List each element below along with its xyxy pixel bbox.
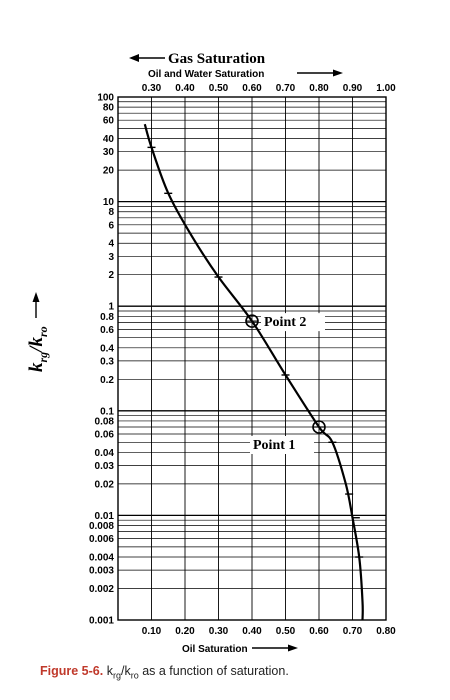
annotation-label-bg [250,436,314,455]
top-title: Gas Saturation [168,51,266,67]
y-tick-label: 0.003 [89,566,114,577]
x-tick-label: 0.80 [376,626,396,637]
top-tick-labels: 0.30 0.40 0.50 0.60 0.70 0.80 0.90 1.00 [142,83,396,94]
marker-layer [147,146,364,558]
caption-text: krg/kro as a function of saturation. [106,664,289,681]
annotation-label: Point 1 [253,438,295,453]
top-tick-label: 0.30 [142,83,162,94]
grid [118,97,386,620]
figure-caption: Figure 5-6. krg/kro as a function of sat… [40,664,289,681]
top-title-group: Gas Saturation [129,51,266,67]
y-tick-label: 0.04 [95,448,115,459]
y-tick-label: 0.2 [100,375,114,386]
y-tick-label: 100 [97,93,114,104]
x-tick-label: 0.50 [276,626,296,637]
x-tick-label: 0.20 [175,626,195,637]
y-tick-label: 8 [108,207,114,218]
top-axis-label: Oil and Water Saturation [148,69,264,80]
x-tick-label: 0.60 [309,626,329,637]
right-arrow-icon [288,644,298,652]
top-tick-label: 0.70 [276,83,296,94]
y-tick-label: 0.1 [100,406,114,417]
top-tick-label: 0.40 [175,83,195,94]
y-tick-label: 80 [103,103,115,114]
y-tick-label: 3 [108,252,114,263]
y-tick-label: 2 [108,270,114,281]
y-tick-label: 4 [108,239,114,250]
y-tick-label: 20 [103,166,115,177]
y-tick-label: 0.8 [100,312,114,323]
x-tick-label: 0.30 [209,626,229,637]
y-tick-label: 0.008 [89,521,114,532]
x-axis-label: Oil Saturation [182,644,248,655]
y-tick-label: 0.3 [100,356,114,367]
y-tick-label: 0.03 [95,461,115,472]
y-tick-label: 0.08 [95,416,115,427]
y-tick-label: 30 [103,147,115,158]
y-tick-label: 40 [103,134,115,145]
top-tick-label: 1.00 [376,83,396,94]
y-axis-label-group: krg/kro [26,292,50,372]
y-tick-label: 0.01 [95,511,115,522]
top-subtitle-group: Oil and Water Saturation [148,69,343,80]
y-tick-label: 1 [108,302,114,313]
annotation-layer: Point 2 Point 1 [245,313,326,455]
up-arrow-icon [32,292,40,302]
y-tick-label: 0.06 [95,430,115,441]
x-tick-label: 0.10 [142,626,162,637]
top-tick-label: 0.90 [343,83,363,94]
figure-label: Figure 5-6. [40,664,104,678]
y-tick-label: 0.6 [100,325,114,336]
y-tick-label: 60 [103,116,115,127]
y-tick-label: 0.4 [100,343,114,354]
y-tick-label: 0.006 [89,534,114,545]
y-tick-label: 0.002 [89,584,114,595]
y-tick-label: 0.004 [89,553,114,564]
data-series-line [143,123,364,621]
plot-frame [117,96,387,621]
bottom-tick-labels: 0.10 0.20 0.30 0.40 0.50 0.60 0.70 0.80 [142,626,396,637]
annotation-label: Point 2 [264,315,306,330]
top-tick-label: 0.50 [209,83,229,94]
y-tick-label: 0.02 [95,479,115,490]
x-axis-label-group: Oil Saturation [182,644,298,655]
y-tick-label: 10 [103,197,115,208]
y-tick-label: 0.001 [89,616,114,627]
curve-layer [143,123,364,621]
y-axis-label: krg/kro [26,326,50,372]
left-arrow-icon [129,54,139,62]
annotation-label-bg [261,313,325,332]
right-arrow-icon [333,69,343,77]
top-tick-label: 0.80 [309,83,329,94]
y-tick-label: 6 [108,220,114,231]
x-tick-label: 0.70 [343,626,363,637]
top-tick-label: 0.60 [242,83,262,94]
x-tick-label: 0.40 [242,626,262,637]
